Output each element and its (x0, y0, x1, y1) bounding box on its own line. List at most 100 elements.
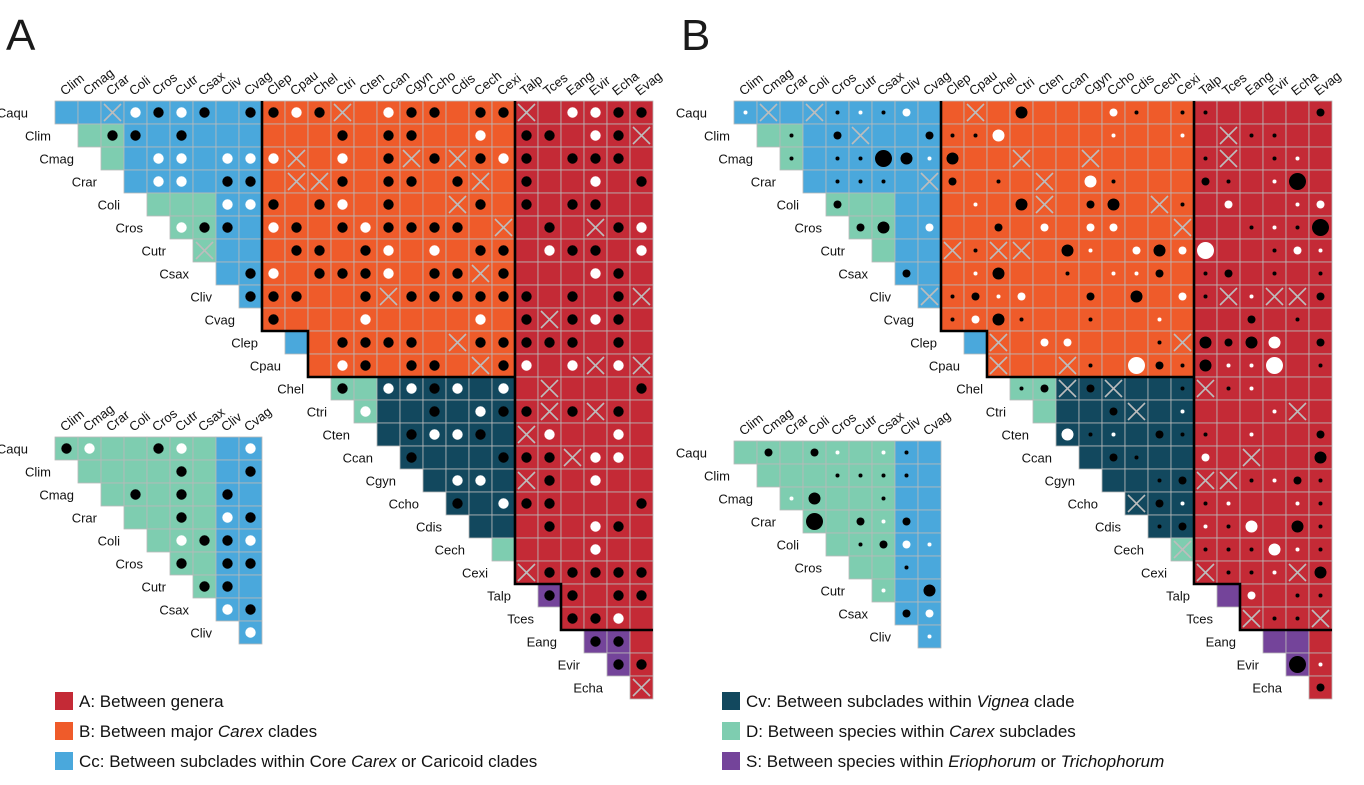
dot-mark (613, 291, 624, 302)
row-label: Coli (777, 538, 800, 553)
matrix-cell (1285, 353, 1310, 378)
dot-mark (567, 590, 578, 601)
dot-mark (1318, 501, 1323, 506)
cross-mark (1196, 563, 1215, 582)
dot-mark (1015, 198, 1028, 211)
matrix-cell (1239, 491, 1264, 516)
dot-mark (475, 475, 486, 486)
matrix-cell (917, 463, 942, 488)
dot-mark (1199, 336, 1212, 349)
row-label: Cutr (820, 244, 845, 259)
dot-mark (1226, 501, 1231, 506)
row-label: Csax (159, 603, 189, 618)
dot-mark (567, 360, 578, 371)
cross-mark (287, 149, 306, 168)
dot-mark (222, 558, 233, 569)
dot-mark (810, 448, 819, 457)
dot-mark (429, 153, 440, 164)
dot-mark (856, 517, 865, 526)
matrix-cell (1032, 123, 1057, 148)
cross-mark (1012, 241, 1031, 260)
matrix-cell (192, 551, 217, 576)
matrix-cell (330, 284, 355, 309)
matrix-cell (491, 307, 516, 332)
matrix-cell (238, 123, 263, 148)
cross-mark (966, 103, 985, 122)
matrix-cell (514, 215, 539, 240)
row-label: Coli (777, 198, 800, 213)
dot-mark (971, 292, 980, 301)
dot-mark (153, 176, 164, 187)
matrix-cell (238, 574, 263, 599)
dot-mark (946, 152, 959, 165)
matrix-cell (1124, 422, 1149, 447)
dot-mark (245, 268, 256, 279)
matrix-cell (1262, 491, 1287, 516)
matrix-cell (468, 491, 493, 516)
dot-mark (383, 383, 394, 394)
dot-mark (1314, 451, 1327, 464)
row-label: Evir (558, 658, 581, 673)
matrix-cell (1285, 629, 1310, 654)
dot-mark (245, 604, 256, 615)
dot-mark (130, 130, 141, 141)
dot-mark (337, 360, 348, 371)
cross-mark (494, 218, 513, 237)
row-label: Coli (98, 534, 121, 549)
cross-mark (1288, 563, 1307, 582)
dot-mark (789, 133, 794, 138)
matrix-cell (963, 330, 988, 355)
matrix-cell (848, 555, 873, 580)
dot-mark (429, 268, 440, 279)
dot-mark (927, 634, 932, 639)
matrix-cell (491, 514, 516, 539)
dot-mark (521, 199, 532, 210)
dot-mark (245, 176, 256, 187)
dot-mark (406, 337, 417, 348)
matrix-cell (192, 146, 217, 171)
dot-mark (590, 130, 601, 141)
matrix-cell (756, 123, 781, 148)
dot-mark (590, 636, 601, 647)
dot-mark (881, 473, 886, 478)
dot-mark (383, 107, 394, 118)
dot-mark (613, 521, 624, 532)
dot-mark (1088, 317, 1093, 322)
matrix-cell (560, 169, 585, 194)
dot-mark (360, 314, 371, 325)
column-label: Cvag (241, 404, 274, 435)
dot-mark (429, 245, 440, 256)
matrix-cell (629, 146, 654, 171)
matrix-cell (1308, 123, 1333, 148)
cross-mark (517, 425, 536, 444)
matrix-cell (1285, 422, 1310, 447)
legend-swatch (722, 722, 740, 740)
matrix-cell (756, 463, 781, 488)
matrix-cell (537, 261, 562, 286)
matrix-cell (802, 146, 827, 171)
matrix-cell (353, 376, 378, 401)
dot-mark (881, 179, 886, 184)
dot-mark (383, 337, 394, 348)
matrix-cell (733, 440, 758, 465)
row-label: Cten (1002, 428, 1029, 443)
dot-mark (1249, 133, 1254, 138)
matrix-cell (606, 491, 631, 516)
matrix-cell (629, 422, 654, 447)
matrix-cell (917, 486, 942, 511)
cross-mark (540, 379, 559, 398)
matrix-cell (146, 528, 171, 553)
row-label: Cech (1114, 543, 1144, 558)
row-label: Cmag (39, 488, 74, 503)
matrix-cell (848, 486, 873, 511)
dot-mark (337, 337, 348, 348)
matrix-cell (894, 578, 919, 603)
row-label: Ccho (389, 497, 419, 512)
matrix-cell (1078, 123, 1103, 148)
dot-mark (1088, 248, 1093, 253)
row-label: Cpau (929, 359, 960, 374)
matrix-cell (606, 192, 631, 217)
row-label: Cgyn (366, 474, 396, 489)
matrix-cell (399, 261, 424, 286)
dot-mark (1295, 616, 1300, 621)
